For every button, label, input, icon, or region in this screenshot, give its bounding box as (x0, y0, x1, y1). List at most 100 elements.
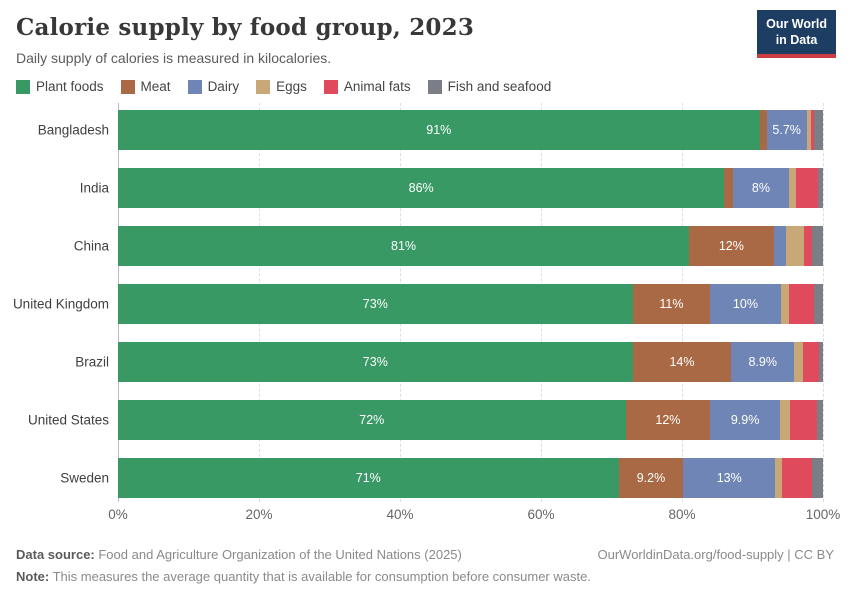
bar-segment-eggs (789, 168, 797, 208)
bar-row-india: India 86% 8% (80, 168, 823, 208)
entity-label: Bangladesh (37, 122, 109, 138)
bar-segment-dairy: 5.7% (766, 110, 807, 150)
segment-value-label: 9.2% (636, 471, 666, 485)
bar-segment-plant-foods: 86% (118, 168, 725, 208)
bar-segment-fish-and-seafood (813, 110, 823, 150)
segment-value-label: 12% (718, 239, 744, 253)
legend-swatch-icon (120, 79, 135, 94)
owid-logo-line1: Our World (766, 17, 827, 31)
bar-segment-dairy (773, 226, 786, 266)
chart-header: Calorie supply by food group, 2023 Our W… (0, 0, 850, 66)
bar-segment-plant-foods: 91% (118, 110, 760, 150)
bar-segment-meat: 11% (632, 284, 711, 324)
segment-value-label: 72% (359, 413, 385, 427)
legend: Plant foods Meat Dairy Eggs Animal fats Fish … (0, 79, 850, 94)
bar-segment-eggs (780, 284, 790, 324)
x-axis: 0% 20% 40% 60% 80% 100% (108, 498, 840, 526)
legend-swatch-icon (256, 79, 271, 94)
bar-segment-eggs (775, 458, 783, 498)
x-axis-tick-60: 60% (527, 507, 555, 522)
bar-segment-fish-and-seafood (818, 168, 823, 208)
legend-swatch-icon (323, 79, 338, 94)
note: Note: This measures the average quantity… (16, 568, 834, 587)
data-source-label: Data source: (16, 547, 95, 563)
bar-segment-meat: 9.2% (618, 458, 684, 498)
bar-row-united-kingdom: United Kingdom 73% 11% 10% (13, 284, 823, 324)
bar-track: 86% 8% (118, 168, 823, 208)
segment-value-label: 13% (716, 471, 742, 485)
x-axis-tick-0: 0% (108, 507, 128, 522)
bar-segment-animal-fats (810, 110, 814, 150)
x-axis-tick-20: 20% (245, 507, 273, 522)
segment-value-label: 73% (362, 355, 388, 369)
entity-label: China (73, 238, 109, 254)
legend-label: Eggs (276, 79, 307, 94)
plot-area: Bangladesh 91% 5.7% India 86% 8% China 81% 12% Un… (13, 103, 824, 502)
bar-segment-plant-foods: 81% (118, 226, 690, 266)
chart-subtitle: Daily supply of calories is measured in … (16, 50, 332, 66)
x-axis-tick-100: 100% (805, 507, 841, 522)
bar-segment-dairy: 13% (683, 458, 776, 498)
legend-label: Animal fats (343, 79, 411, 94)
entity-label: United States (27, 412, 109, 428)
legend-item-plant-foods: Plant foods (16, 79, 104, 94)
segment-value-label: 91% (426, 123, 452, 137)
segment-value-label: 8.9% (748, 355, 777, 369)
entity-label: India (79, 180, 109, 196)
entity-label: Brazil (75, 354, 109, 370)
bar-segment-eggs (779, 400, 790, 440)
owid-url-link[interactable]: OurWorldinData.org/food-supply | CC BY (597, 547, 834, 563)
legend-swatch-icon (16, 79, 30, 94)
legend-label: Plant foods (36, 79, 104, 94)
bar-segment-dairy: 9.9% (710, 400, 780, 440)
note-label: Note: (16, 569, 50, 585)
owid-logo-line2: in Data (775, 33, 818, 48)
bar-segment-eggs (785, 226, 804, 266)
bar-segment-meat (724, 168, 733, 208)
segment-value-label: 12% (655, 413, 681, 427)
bar-segment-meat: 14% (632, 342, 732, 382)
legend-label: Meat (140, 79, 171, 94)
segment-value-label: 10% (732, 297, 758, 311)
bar-segment-meat: 12% (625, 400, 711, 440)
segment-value-label: 8% (751, 181, 770, 195)
owid-logo[interactable]: Our World in Data (757, 10, 836, 58)
legend-swatch-icon (187, 79, 202, 94)
bar-row-china: China 81% 12% (74, 226, 823, 266)
data-source-text: Food and Agriculture Organization of the… (94, 547, 462, 563)
segment-value-label: 71% (355, 471, 381, 485)
x-axis-tick-40: 40% (386, 507, 414, 522)
bar-track: 73% 14% 8.9% (118, 342, 823, 382)
gridline-100 (823, 103, 824, 502)
data-source: Data source: Food and Agriculture Organi… (16, 546, 462, 565)
bar-segment-animal-fats (782, 458, 813, 498)
bar-track: 73% 11% 10% (118, 284, 823, 324)
legend-label: Dairy (207, 79, 240, 94)
bar-segment-dairy: 8% (732, 168, 790, 208)
legend-item-animal-fats: Animal fats (323, 79, 411, 94)
bar-segment-plant-foods: 73% (118, 342, 633, 382)
bar-track: 81% 12% (118, 226, 823, 266)
bar-track: 91% 5.7% (118, 110, 823, 150)
bar-segment-animal-fats (796, 168, 819, 208)
bar-row-bangladesh: Bangladesh 91% 5.7% (38, 110, 823, 150)
legend-item-fish-and-seafood: Fish and seafood (427, 79, 552, 94)
segment-value-label: 9.9% (730, 413, 760, 427)
bar-segment-fish-and-seafood (811, 226, 823, 266)
bar-track: 71% 9.2% 13% (118, 458, 823, 498)
bar-segment-animal-fats (803, 226, 812, 266)
bar-segment-dairy: 10% (710, 284, 781, 324)
page-title: Calorie supply by food group, 2023 (16, 14, 475, 41)
bar-segment-eggs (806, 110, 811, 150)
bar-segment-dairy: 8.9% (731, 342, 795, 382)
bar-segment-plant-foods: 73% (118, 284, 633, 324)
bar-segment-fish-and-seafood (816, 400, 823, 440)
chart-footer: Data source: Food and Agriculture Organi… (0, 546, 850, 587)
note-text: This measures the average quantity that … (49, 569, 591, 585)
legend-label: Fish and seafood (447, 79, 552, 94)
bar-segment-meat (759, 110, 767, 150)
bar-segment-animal-fats (789, 284, 814, 324)
segment-value-label: 81% (391, 239, 417, 253)
segment-value-label: 73% (362, 297, 388, 311)
